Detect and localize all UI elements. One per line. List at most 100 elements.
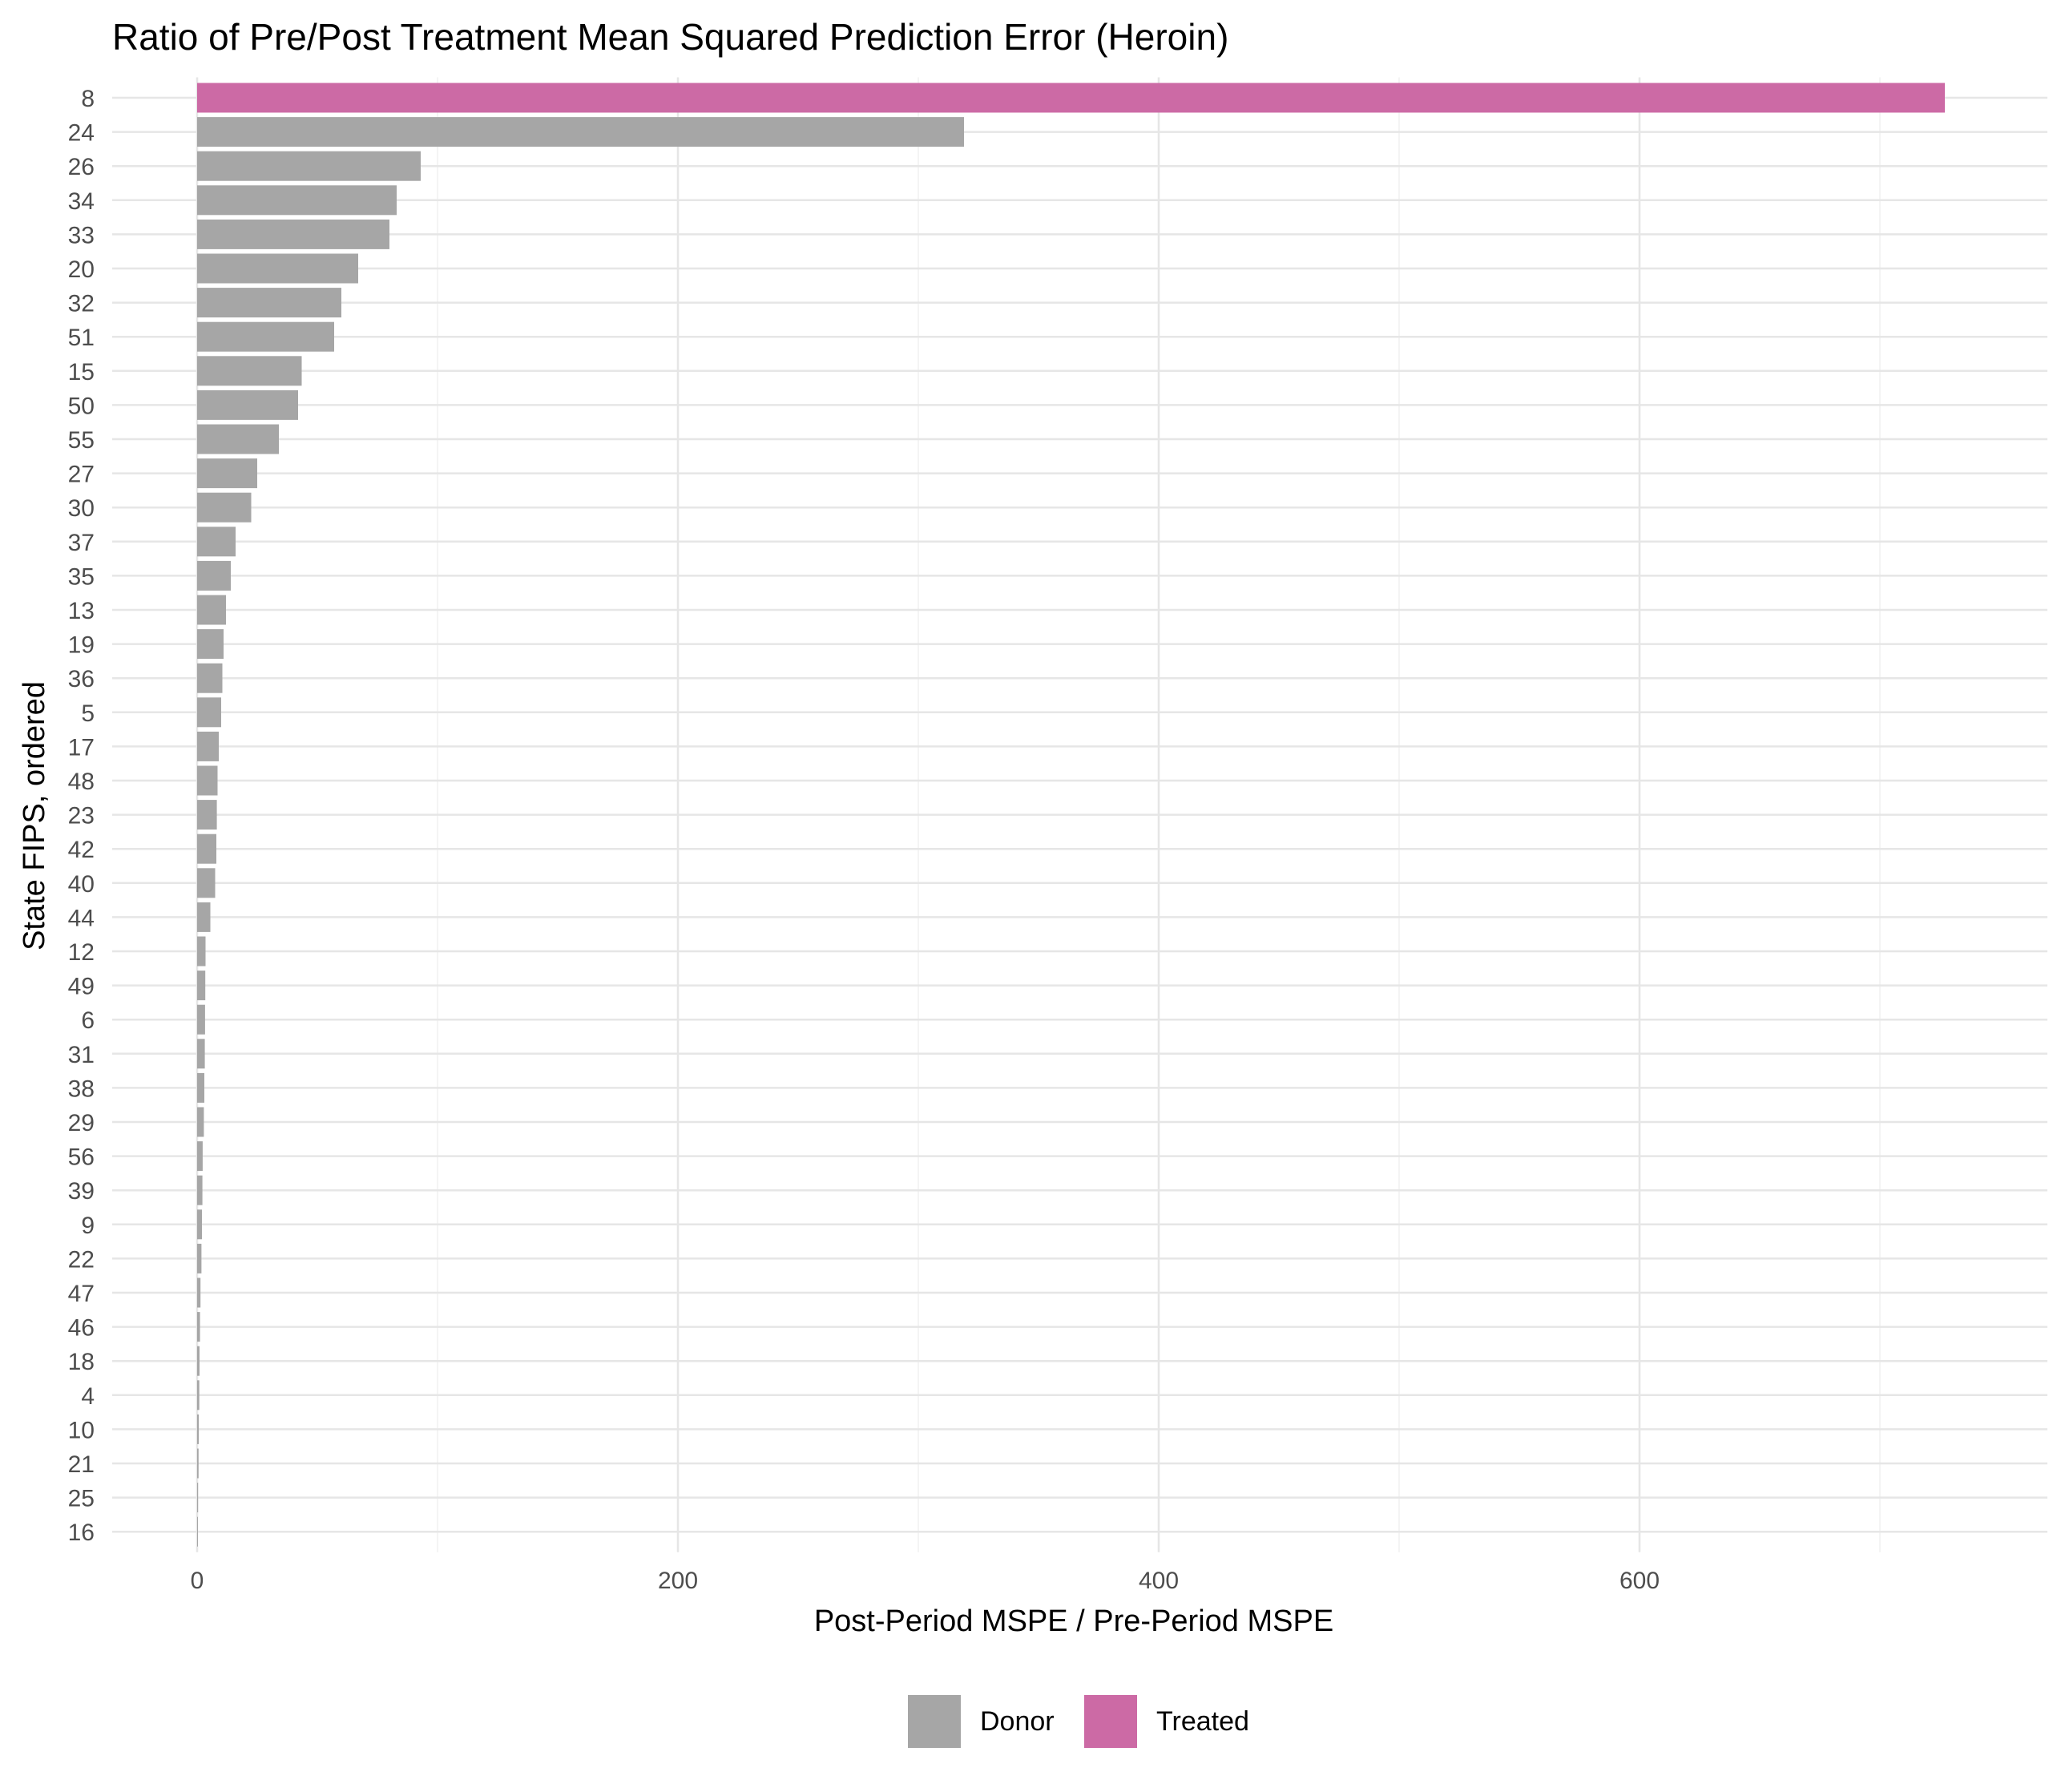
y-tick-label: 50 [68,393,95,419]
legend-key-treated [1084,1695,1137,1748]
bar-15 [197,356,302,386]
bar-18 [197,1346,200,1376]
bar-4 [197,1380,200,1411]
y-tick-label: 34 [68,188,95,215]
bar-20 [197,253,358,284]
bar-8 [197,83,1945,113]
chart-title: Ratio of Pre/Post Treatment Mean Squared… [112,16,1228,58]
x-tick-label: 200 [658,1568,698,1594]
bar-6 [197,1004,205,1035]
y-tick-label: 39 [68,1178,95,1205]
bar-46 [197,1312,200,1342]
bar-24 [197,117,964,147]
y-tick-label: 44 [68,905,95,931]
y-tick-label: 17 [68,734,95,761]
bar-27 [197,458,257,489]
y-tick-label: 33 [68,222,95,248]
bar-55 [197,424,279,454]
y-tick-label: 35 [68,563,95,590]
bar-25 [197,1483,199,1513]
y-tick-label: 4 [81,1383,95,1410]
y-tick-label: 26 [68,154,95,180]
y-tick-label: 20 [68,256,95,283]
y-tick-label: 6 [81,1007,95,1034]
bar-9 [197,1209,202,1240]
y-tick-label: 12 [68,939,95,966]
y-tick-label: 13 [68,598,95,624]
y-tick-label: 30 [68,495,95,522]
bar-21 [197,1448,199,1479]
y-tick-label: 15 [68,359,95,385]
y-tick-label: 36 [68,666,95,692]
bar-23 [197,800,217,830]
bar-50 [197,389,298,420]
bar-19 [197,629,224,660]
bar-56 [197,1141,203,1172]
bars [197,83,1945,1547]
x-tick-label: 0 [191,1568,204,1594]
x-tick-label: 400 [1139,1568,1179,1594]
y-tick-label: 27 [68,462,95,488]
bar-10 [197,1414,200,1444]
bar-17 [197,731,219,761]
bar-30 [197,492,252,523]
legend: Donor Treated [908,1695,1249,1748]
bar-33 [197,219,389,249]
bar-38 [197,1072,204,1103]
axes: 8 24 26 34 33 20 32 51 15 50 55 27 30 37 35 13 19 36 5 17 48… [68,86,1660,1594]
y-tick-label: 23 [68,803,95,829]
y-tick-label: 5 [81,700,95,727]
y-tick-label: 10 [68,1417,95,1443]
legend-label-treated: Treated [1156,1706,1249,1737]
bar-40 [197,868,216,898]
bar-42 [197,833,216,864]
bar-39 [197,1175,203,1205]
y-tick-label: 29 [68,1110,95,1136]
y-tick-label: 22 [68,1246,95,1273]
y-tick-label: 40 [68,871,95,898]
y-tick-label: 38 [68,1076,95,1102]
bar-16 [197,1516,198,1547]
bar-12 [197,936,206,967]
y-tick-label: 9 [81,1213,95,1239]
y-axis-title: State FIPS, ordered [18,681,51,950]
bar-29 [197,1107,204,1137]
y-tick-label: 56 [68,1144,95,1171]
bar-13 [197,595,226,625]
y-tick-label: 55 [68,427,95,454]
y-tick-label: 51 [68,325,95,351]
y-tick-label: 16 [68,1520,95,1546]
y-tick-label: 18 [68,1349,95,1375]
y-tick-label: 47 [68,1281,95,1307]
y-tick-label: 8 [81,86,95,112]
legend-key-donor [908,1695,961,1748]
x-axis-title: Post-Period MSPE / Pre-Period MSPE [814,1604,1333,1638]
y-tick-label: 37 [68,530,95,556]
bar-32 [197,288,341,318]
y-tick-label: 49 [68,974,95,1000]
y-tick-label: 42 [68,837,95,863]
bar-49 [197,971,206,1001]
y-tick-label: 46 [68,1315,95,1342]
bar-37 [197,527,236,557]
y-tick-label: 32 [68,291,95,317]
bar-35 [197,560,231,591]
bar-51 [197,321,334,352]
y-tick-label: 21 [68,1451,95,1478]
bar-22 [197,1243,202,1273]
bar-31 [197,1039,205,1069]
bar-5 [197,697,221,728]
bar-34 [197,185,397,216]
bar-47 [197,1277,201,1308]
y-tick-label: 48 [68,769,95,795]
bar-44 [197,902,211,932]
y-tick-label: 25 [68,1486,95,1512]
bar-36 [197,663,223,693]
y-tick-label: 31 [68,1042,95,1068]
x-tick-label: 600 [1619,1568,1660,1594]
bar-26 [197,151,421,181]
bar-48 [197,765,218,796]
